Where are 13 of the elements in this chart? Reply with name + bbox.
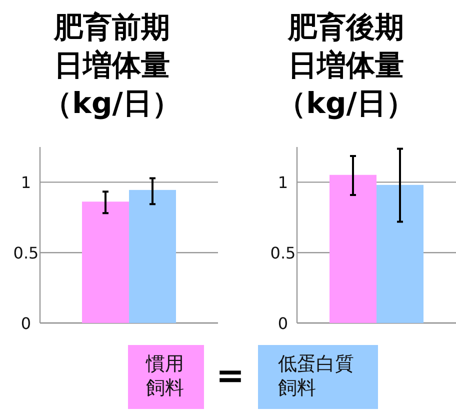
text: = [216,356,244,396]
chart-title: 肥育後期日増体量 [286,9,405,84]
y-tick-label: 0 [278,314,288,333]
series-label: 慣用飼料 [146,352,185,400]
y-tick-label: 1 [278,173,288,192]
chart-subtitle: （kg/日） [42,85,182,122]
chart-title: 肥育前期日増体量 [52,9,171,84]
chart-subtitle: （kg/日） [276,85,416,122]
y-tick-label: 0 [20,314,32,333]
y-tick-label: 1 [20,173,32,192]
y-tick-label: 0.5 [13,244,39,263]
text: 低蛋白質飼料 [278,352,355,400]
y-tick-label: 0.5 [270,244,296,263]
